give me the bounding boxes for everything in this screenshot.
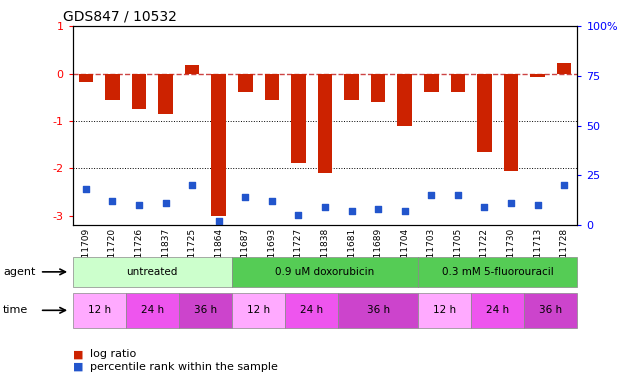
Bar bbox=[264, 74, 279, 100]
Text: 36 h: 36 h bbox=[194, 305, 217, 315]
Bar bbox=[398, 74, 412, 126]
Bar bbox=[291, 74, 305, 164]
Bar bbox=[317, 74, 333, 173]
Point bbox=[320, 204, 330, 210]
Point bbox=[240, 194, 251, 200]
Point bbox=[107, 198, 117, 204]
Point bbox=[533, 202, 543, 208]
Text: 0.3 mM 5-fluorouracil: 0.3 mM 5-fluorouracil bbox=[442, 267, 553, 277]
Bar bbox=[105, 74, 120, 100]
Text: 24 h: 24 h bbox=[486, 305, 509, 315]
Point bbox=[134, 202, 144, 208]
Text: GDS847 / 10532: GDS847 / 10532 bbox=[63, 9, 177, 23]
Bar bbox=[477, 74, 492, 152]
Bar bbox=[185, 65, 199, 74]
Point bbox=[399, 208, 410, 214]
Bar bbox=[530, 74, 545, 77]
Text: percentile rank within the sample: percentile rank within the sample bbox=[90, 362, 278, 372]
Text: ■: ■ bbox=[73, 350, 83, 359]
Text: 36 h: 36 h bbox=[367, 305, 390, 315]
Text: 0.9 uM doxorubicin: 0.9 uM doxorubicin bbox=[275, 267, 375, 277]
Point bbox=[506, 200, 516, 206]
Bar bbox=[451, 74, 465, 92]
Bar bbox=[424, 74, 439, 92]
Bar bbox=[557, 63, 572, 74]
Text: 24 h: 24 h bbox=[141, 305, 164, 315]
Text: ■: ■ bbox=[73, 362, 83, 372]
Text: 12 h: 12 h bbox=[433, 305, 456, 315]
Text: 12 h: 12 h bbox=[88, 305, 110, 315]
Text: agent: agent bbox=[3, 267, 35, 277]
Text: time: time bbox=[3, 305, 28, 315]
Point bbox=[346, 208, 357, 214]
Bar bbox=[158, 74, 173, 114]
Bar bbox=[238, 74, 252, 92]
Text: log ratio: log ratio bbox=[90, 350, 136, 359]
Point bbox=[81, 186, 91, 192]
Point bbox=[373, 206, 383, 212]
Bar bbox=[345, 74, 359, 100]
Point bbox=[559, 182, 569, 188]
Bar bbox=[211, 74, 226, 216]
Text: 12 h: 12 h bbox=[247, 305, 270, 315]
Bar bbox=[132, 74, 146, 109]
Point bbox=[293, 212, 304, 218]
Bar bbox=[78, 74, 93, 82]
Point bbox=[160, 200, 170, 206]
Text: 36 h: 36 h bbox=[540, 305, 562, 315]
Bar bbox=[504, 74, 518, 171]
Text: 24 h: 24 h bbox=[300, 305, 323, 315]
Point bbox=[267, 198, 277, 204]
Text: untreated: untreated bbox=[127, 267, 178, 277]
Bar bbox=[371, 74, 386, 102]
Point bbox=[214, 218, 224, 224]
Point bbox=[426, 192, 436, 198]
Point bbox=[480, 204, 490, 210]
Point bbox=[453, 192, 463, 198]
Point bbox=[187, 182, 197, 188]
